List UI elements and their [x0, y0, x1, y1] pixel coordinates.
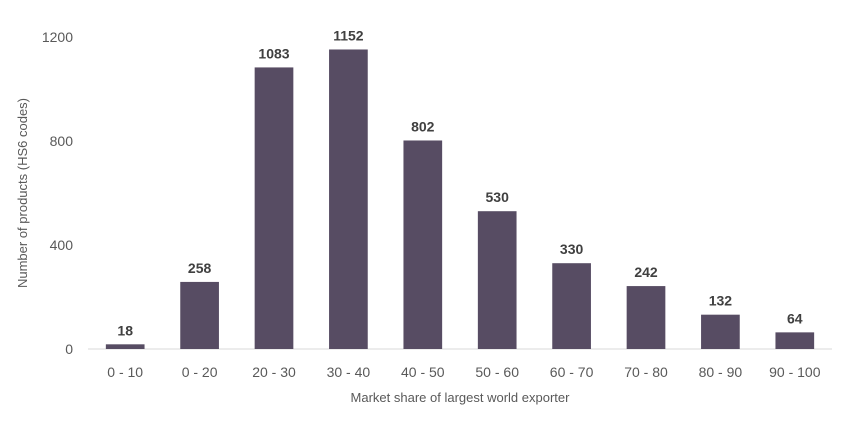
bar	[626, 286, 666, 349]
bar	[701, 314, 740, 349]
data-label: 132	[709, 293, 733, 309]
bars: 18 258 1083 1152 802 530 330 242 132 64	[105, 27, 815, 350]
data-label: 802	[411, 118, 435, 134]
x-tick-label: 0 - 20	[182, 364, 218, 380]
y-tick-label: 800	[50, 133, 74, 149]
x-tick-label: 70 - 80	[624, 364, 668, 380]
x-tick-label: 30 - 40	[327, 364, 371, 380]
x-tick-label: 20 - 30	[252, 364, 296, 380]
data-label: 530	[486, 189, 510, 205]
bar	[105, 344, 145, 349]
data-label: 1083	[258, 45, 289, 61]
y-tick-label: 400	[50, 237, 74, 253]
y-tick-label: 1200	[42, 29, 73, 45]
data-label: 18	[117, 322, 133, 338]
bar	[254, 67, 294, 350]
bar	[477, 211, 517, 349]
x-tick-label: 80 - 90	[699, 364, 743, 380]
data-label: 64	[787, 310, 803, 326]
bar	[775, 332, 815, 349]
y-axis-title: Number of products (HS6 codes)	[15, 98, 30, 288]
data-label: 242	[634, 264, 658, 280]
x-tick-label: 60 - 70	[550, 364, 594, 380]
bar	[180, 281, 219, 349]
x-tick-label: 50 - 60	[475, 364, 519, 380]
x-tick-label: 0 - 10	[107, 364, 143, 380]
x-axis-ticks: 0 - 10 0 - 20 20 - 30 30 - 40 40 - 50 50 - 60…	[107, 364, 820, 380]
data-label: 330	[560, 241, 584, 257]
x-tick-label: 90 - 100	[769, 364, 821, 380]
x-axis-title: Market share of largest world exporter	[351, 390, 571, 405]
bar	[552, 263, 591, 349]
y-axis-ticks: 0 400 800 1200	[42, 29, 73, 357]
x-tick-label: 40 - 50	[401, 364, 445, 380]
y-tick-label: 0	[65, 341, 73, 357]
bar	[403, 140, 443, 349]
data-label: 258	[188, 260, 212, 276]
bar	[329, 49, 368, 349]
data-label: 1152	[333, 27, 364, 43]
